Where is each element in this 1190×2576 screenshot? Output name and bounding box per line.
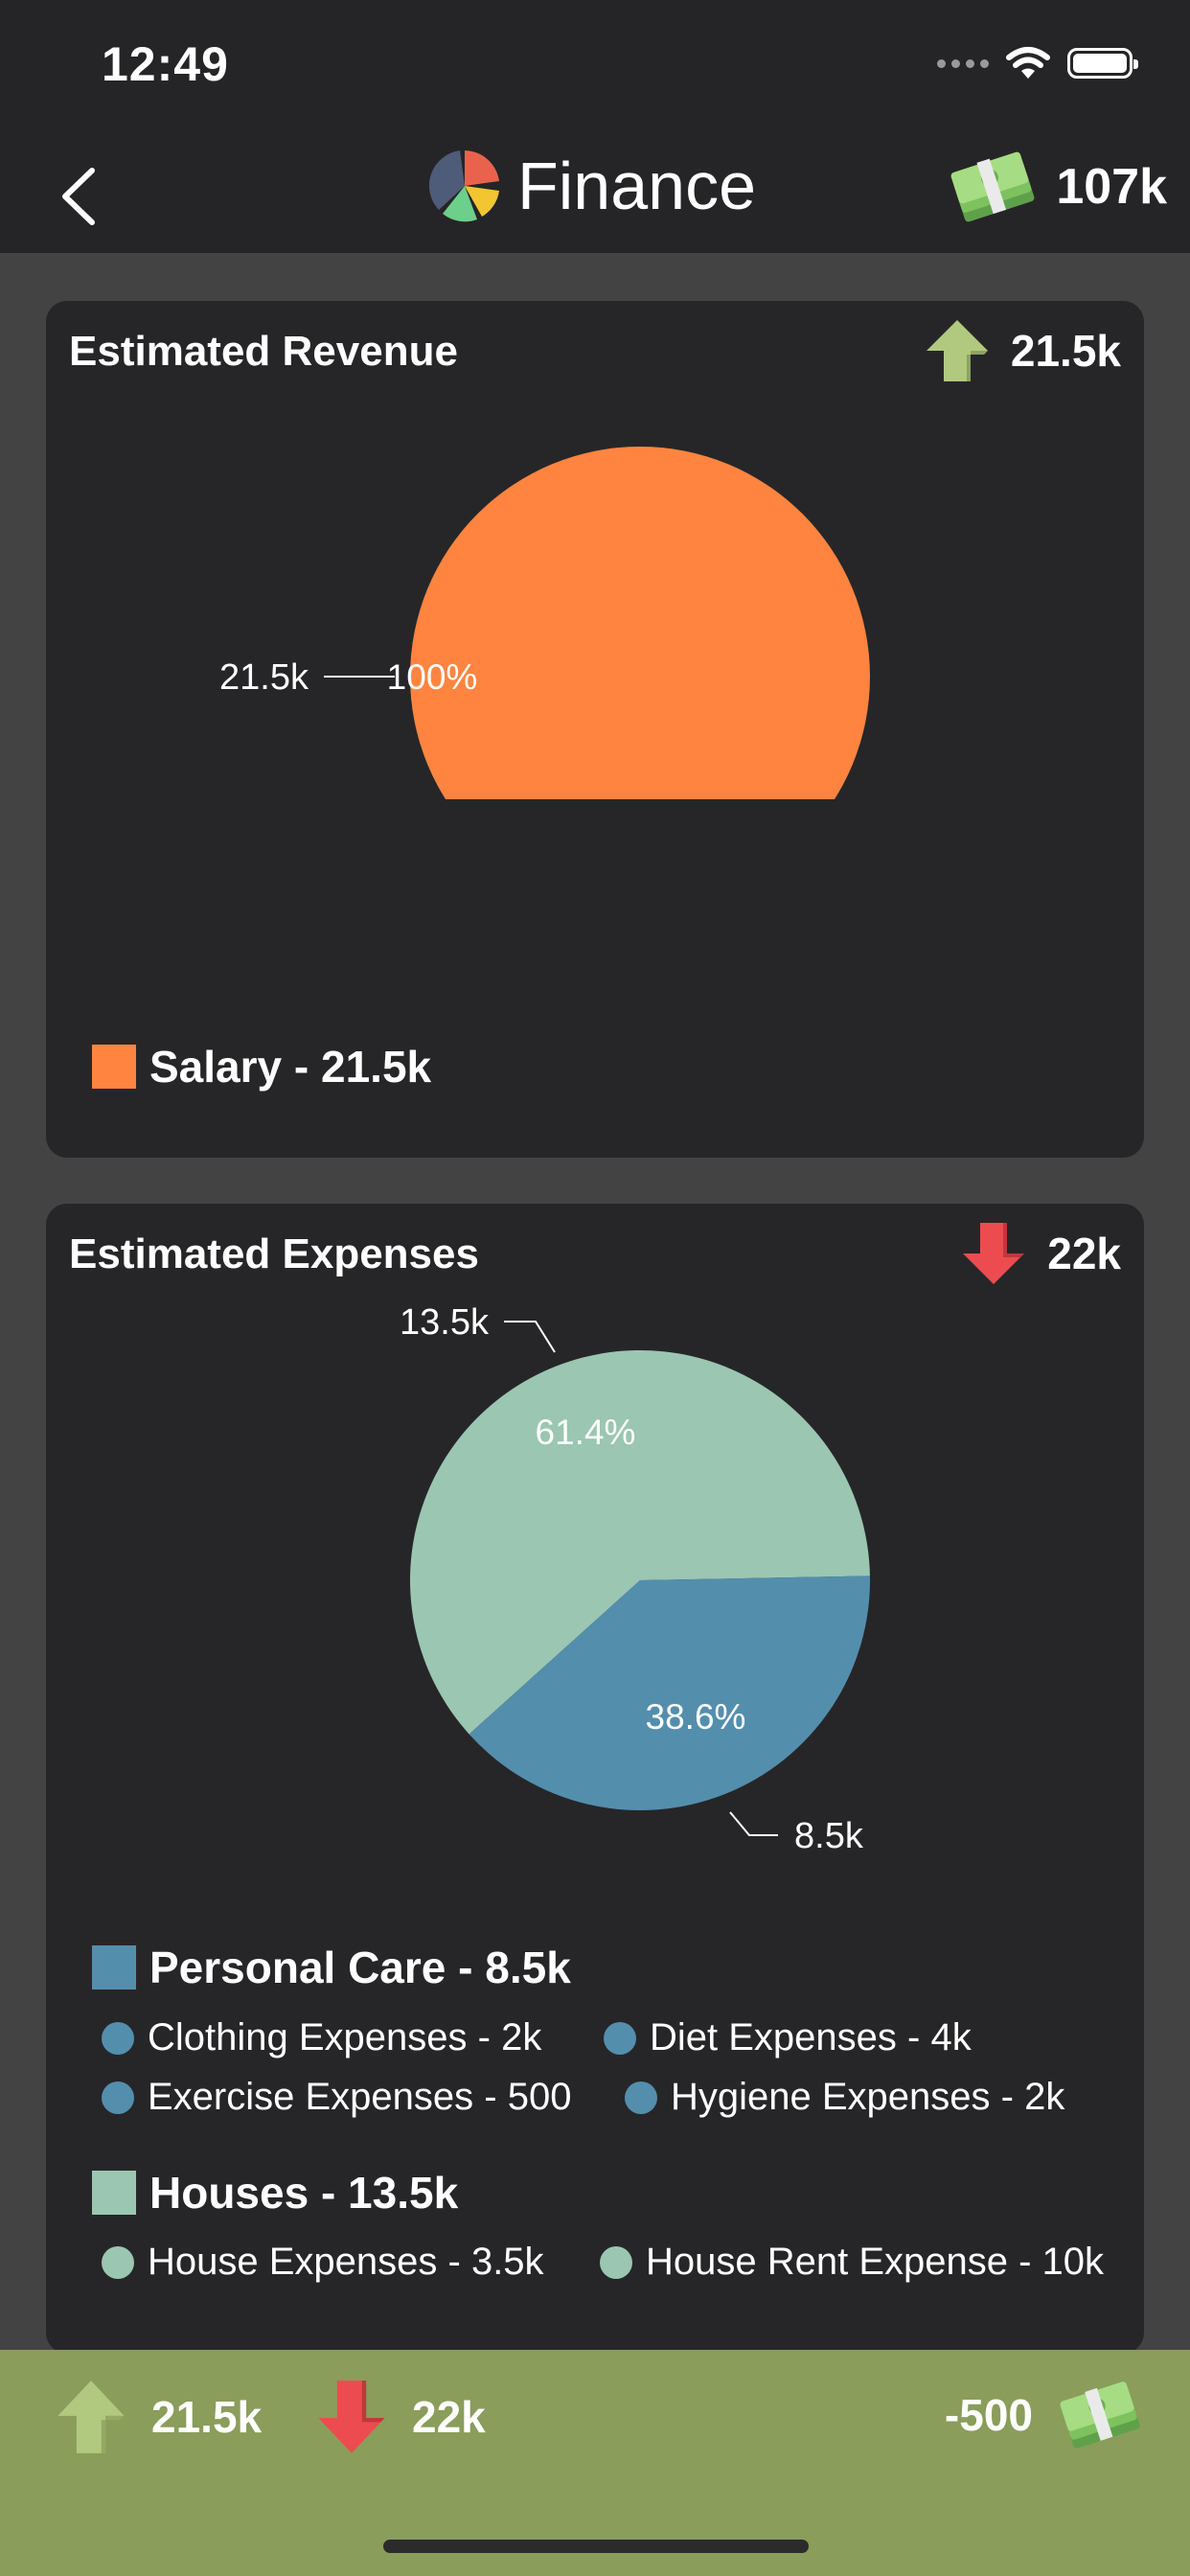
home-indicator[interactable]	[383, 2540, 809, 2553]
legend-subitem: Exercise Expenses - 500	[102, 2076, 571, 2119]
bullet-icon	[604, 2021, 636, 2055]
arrow-down-icon	[963, 1223, 1025, 1284]
legend-subitem-label: Diet Expenses - 4k	[650, 2016, 972, 2058]
legend-subitem: Hygiene Expenses - 2k	[625, 2076, 1064, 2119]
personal-care-leader-line	[729, 1811, 778, 1836]
legend-subitem: Diet Expenses - 4k	[604, 2016, 972, 2059]
page-title: Finance	[427, 148, 756, 224]
summary-net: -500	[945, 2379, 1142, 2451]
legend-subitem: Clothing Expenses - 2k	[102, 2016, 541, 2059]
expense-slice-personal-care	[469, 1576, 870, 1810]
revenue-percent-label: 100%	[387, 657, 478, 697]
arrow-down-icon	[318, 2380, 385, 2453]
arrow-up-icon	[926, 320, 988, 381]
bullet-icon	[102, 2081, 134, 2114]
legend-label: Salary - 21.5k	[149, 1042, 432, 1092]
page-title-text: Finance	[517, 149, 757, 223]
bullet-icon	[600, 2245, 632, 2279]
revenue-value-label: 21.5k	[219, 657, 309, 698]
legend-swatch	[92, 1945, 136, 1990]
legend-label: Houses - 13.5k	[149, 2168, 459, 2218]
expenses-title: Estimated Expenses	[69, 1230, 479, 1277]
personal-care-value-label: 8.5k	[794, 1816, 864, 1856]
expenses-pie-chart: 13.5k 8.5k 61.4% 38.6%	[400, 1302, 870, 1856]
legend-subitem-label: Clothing Expenses - 2k	[148, 2016, 542, 2058]
nav-bar: Finance 107k	[0, 126, 1190, 253]
legend-item: Personal Care - 8.5k	[92, 1942, 571, 1993]
bullet-icon	[625, 2081, 657, 2114]
houses-percent-label: 61.4%	[536, 1413, 636, 1452]
revenue-title: Estimated Revenue	[69, 328, 458, 375]
bullet-icon	[102, 2021, 134, 2055]
expenses-total: 22k	[961, 1221, 1121, 1286]
expenses-card: Estimated Expenses 22k 13.5k 8.5k 61.4% …	[46, 1204, 1144, 2354]
legend-swatch	[92, 2171, 136, 2215]
houses-value-label: 13.5k	[400, 1302, 490, 1343]
expense-slice-houses	[410, 1350, 870, 1735]
money-icon	[950, 151, 1035, 222]
summary-bar: 21.5k 22k -500	[0, 2350, 1190, 2576]
status-bar: 12:49	[0, 0, 1190, 126]
legend-subitem-label: House Expenses - 3.5k	[148, 2241, 544, 2283]
pie-chart-icon	[428, 150, 499, 222]
summary-expense-value: 22k	[412, 2392, 486, 2442]
personal-care-legend: Personal Care - 8.5k	[92, 1942, 571, 1993]
status-icons	[937, 44, 1138, 82]
revenue-pie-chart: 21.5k 100%	[219, 447, 870, 799]
legend-subitem: House Rent Expense - 10k	[600, 2241, 1104, 2284]
balance-display[interactable]: 107k	[949, 151, 1167, 222]
legend-item: Salary - 21.5k	[92, 1041, 431, 1092]
houses-leader-line	[504, 1321, 556, 1353]
legend-subitem-label: Hygiene Expenses - 2k	[671, 2076, 1065, 2118]
houses-legend: Houses - 13.5k	[92, 2167, 458, 2219]
balance-value: 107k	[1056, 159, 1167, 215]
legend-subitem-label: House Rent Expense - 10k	[646, 2241, 1105, 2283]
wifi-icon	[1006, 47, 1050, 79]
summary-income: 21.5k	[56, 2379, 262, 2455]
revenue-legend: Salary - 21.5k	[92, 1041, 431, 1092]
legend-subitem: House Expenses - 3.5k	[102, 2241, 544, 2284]
signal-icon	[937, 58, 989, 68]
legend-item: Houses - 13.5k	[92, 2167, 458, 2219]
summary-net-value: -500	[944, 2390, 1033, 2440]
revenue-card: Estimated Revenue 21.5k 21.5k 100% Salar…	[46, 301, 1144, 1158]
legend-swatch	[92, 1045, 136, 1089]
expenses-total-value: 22k	[1047, 1229, 1121, 1278]
revenue-total-value: 21.5k	[1010, 326, 1121, 376]
status-time: 12:49	[102, 37, 229, 91]
revenue-total: 21.5k	[925, 318, 1121, 383]
chevron-left-icon	[62, 168, 95, 225]
personal-care-percent-label: 38.6%	[646, 1697, 746, 1736]
back-button[interactable]	[56, 165, 103, 228]
money-icon	[1060, 2381, 1140, 2449]
legend-label: Personal Care - 8.5k	[149, 1943, 571, 1992]
summary-expense: 22k	[316, 2379, 486, 2455]
battery-icon	[1067, 48, 1138, 79]
revenue-slice-salary	[410, 447, 870, 799]
summary-income-value: 21.5k	[151, 2392, 263, 2442]
arrow-up-icon	[57, 2380, 125, 2453]
bullet-icon	[102, 2245, 134, 2279]
legend-subitem-label: Exercise Expenses - 500	[148, 2076, 572, 2118]
